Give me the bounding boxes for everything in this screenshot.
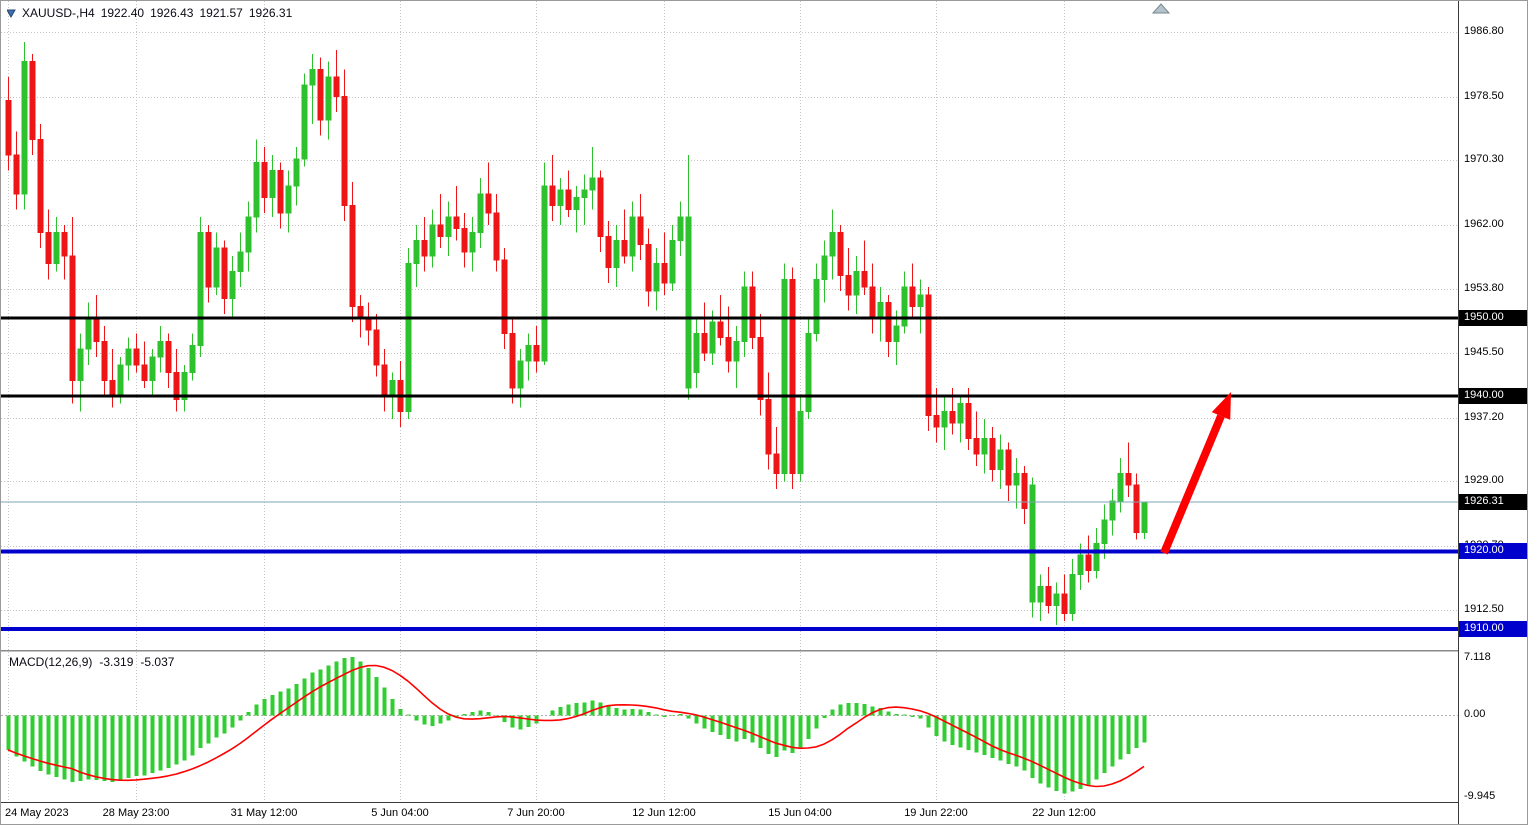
time-axis-label: 22 Jun 12:00 (1032, 807, 1096, 819)
price-level-tag[interactable]: 1950.00 (1459, 310, 1527, 327)
macd-name: MACD(12,26,9) (9, 655, 93, 669)
price-open-value: 1922.40 (100, 6, 145, 20)
macd-signal-value: -5.037 (140, 655, 175, 669)
panel-divider[interactable] (1, 650, 1527, 652)
price-tick-label: 1953.80 (1464, 281, 1504, 294)
price-level-tag[interactable]: 1920.00 (1459, 543, 1527, 560)
time-axis[interactable]: 24 May 2023 28 May 23:00 31 May 12:00 5 Jun… (1, 802, 1458, 824)
price-tick-label: 1912.50 (1464, 602, 1504, 615)
price-axis[interactable]: 1986.80 1978.50 1970.30 1962.00 1953.80 1945.… (1458, 1, 1527, 824)
trend-arrow-head[interactable] (1211, 392, 1231, 420)
price-tick-label: 1937.20 (1464, 410, 1504, 423)
price-tick-label: 1962.00 (1464, 217, 1504, 230)
price-tick-label: 1970.30 (1464, 153, 1504, 166)
macd-indicator-label: MACD(12,26,9) -3.319 -5.037 (9, 655, 174, 669)
macd-main-value: -3.319 (99, 655, 134, 669)
chart-title-overlay: XAUUSD-,H4 1922.40 1926.43 1921.57 1926.… (7, 6, 292, 20)
macd-signal-line (7, 664, 1145, 788)
macd-tick-label: 7.118 (1464, 651, 1491, 663)
chart-shift-marker[interactable] (1151, 3, 1171, 14)
price-low-value: 1921.57 (199, 6, 243, 20)
price-gridlines (1, 32, 1458, 611)
symbol-timeframe-label: XAUUSD-,H4 (22, 6, 95, 20)
horizontal-level-lines (1, 316, 1458, 632)
macd-histogram (6, 657, 1147, 794)
price-tick-label: 1978.50 (1464, 89, 1504, 102)
trend-arrow-shaft[interactable] (1160, 414, 1225, 555)
macd-tick-label: 0.00 (1464, 708, 1486, 721)
price-tick-label: 1929.00 (1464, 474, 1504, 487)
time-axis-label: 15 Jun 04:00 (768, 807, 832, 819)
time-axis-label: 31 May 12:00 (230, 807, 298, 819)
current-price-tag: 1926.31 (1459, 494, 1527, 511)
time-axis-label: 19 Jun 22:00 (904, 807, 968, 819)
macd-canvas[interactable] (1, 652, 1458, 802)
time-gridlines (8, 1, 1065, 650)
time-axis-label: 5 Jun 04:00 (371, 807, 429, 819)
candlestick-series (5, 42, 1148, 626)
price-high-value: 1926.43 (150, 6, 194, 20)
macd-tick-label: -9.945 (1464, 790, 1496, 802)
price-close-value: 1926.31 (248, 6, 293, 20)
price-chart-canvas[interactable] (1, 1, 1458, 650)
price-tick-label: 1945.50 (1464, 346, 1504, 359)
time-axis-label: 24 May 2023 (5, 807, 69, 819)
price-level-tag[interactable]: 1910.00 (1459, 621, 1527, 637)
price-tick-label: 1986.80 (1464, 25, 1504, 38)
time-axis-label: 7 Jun 20:00 (507, 807, 565, 819)
time-axis-label: 28 May 23:00 (102, 807, 170, 819)
chart-symbol-icon (7, 9, 16, 18)
price-level-tag[interactable]: 1940.00 (1459, 387, 1527, 404)
time-axis-label: 12 Jun 12:00 (632, 807, 696, 819)
